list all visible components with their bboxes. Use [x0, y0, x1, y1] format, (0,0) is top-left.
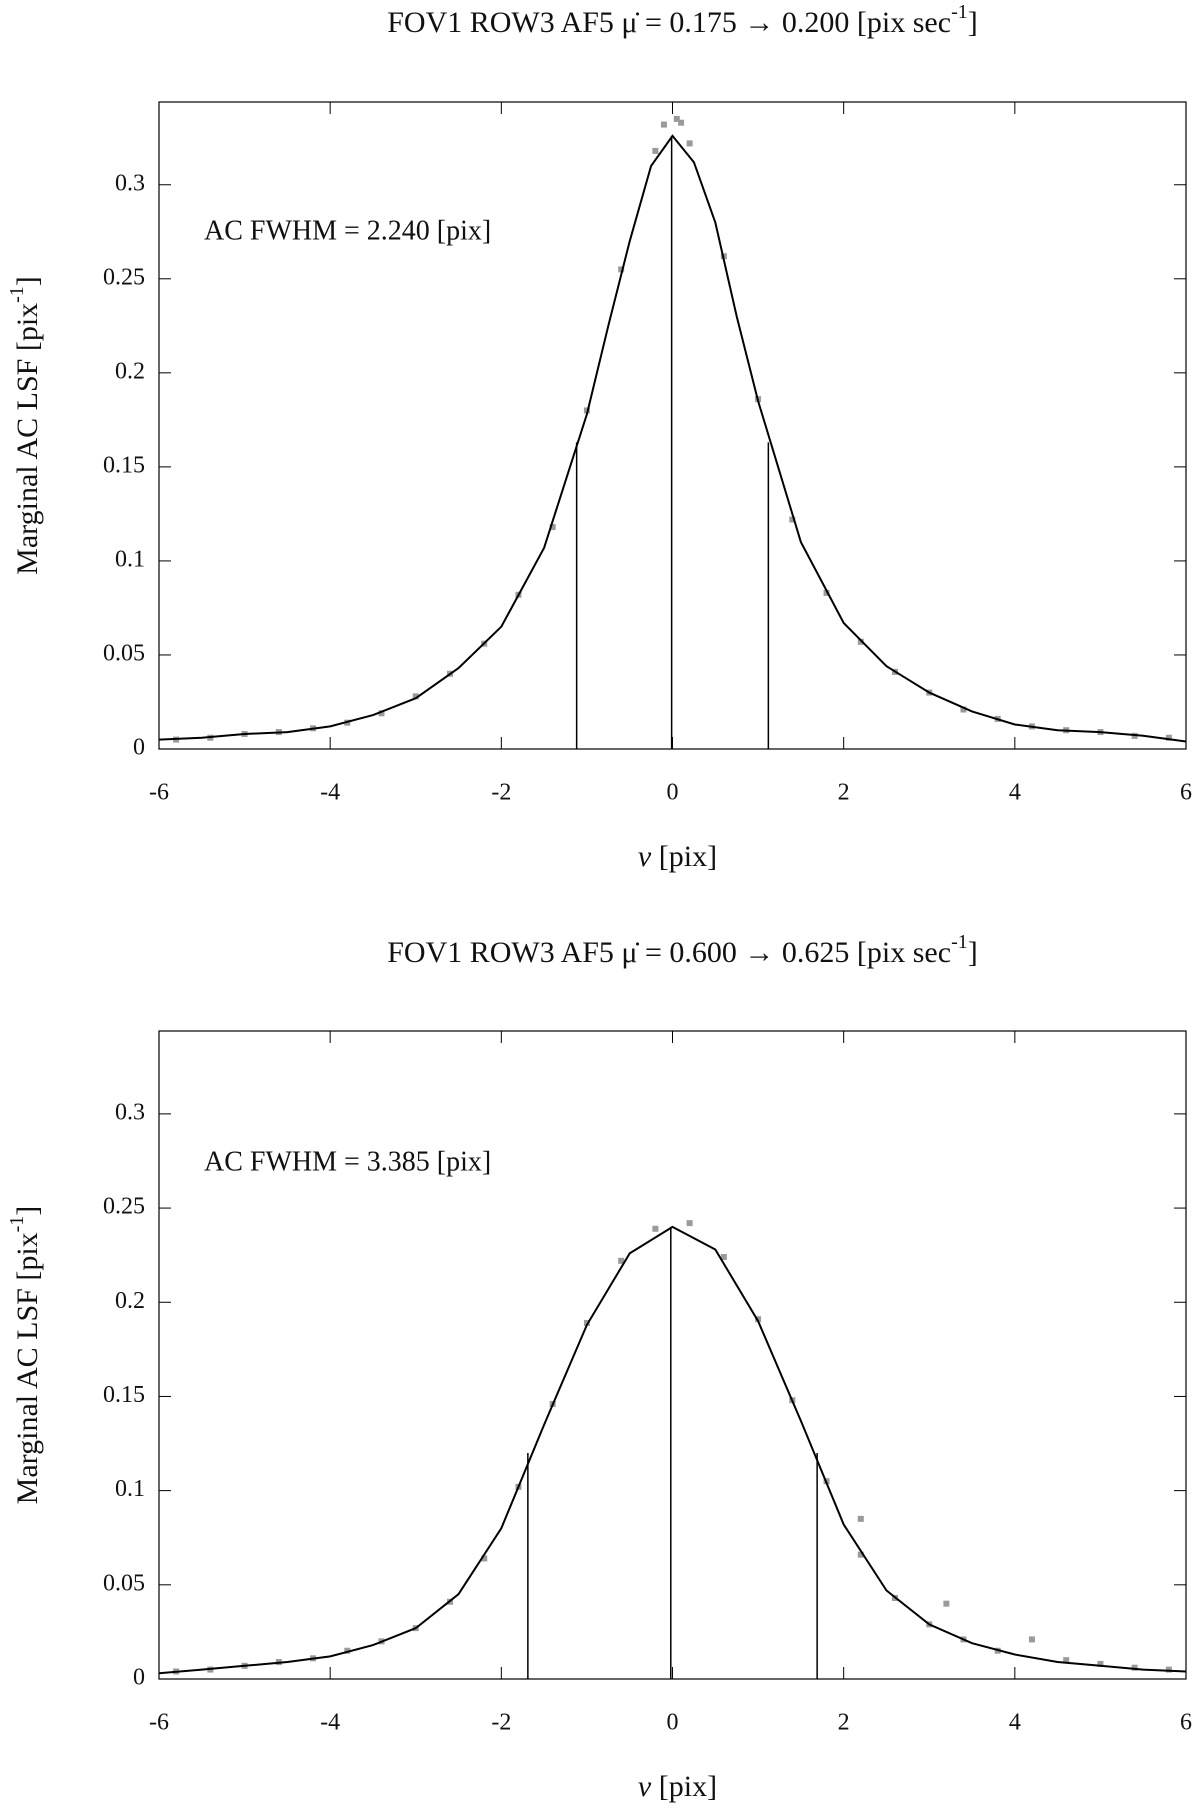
- y-tick-label: 0.05: [103, 1570, 145, 1596]
- fit-curve: [158, 1225, 1187, 1675]
- data-point: [618, 1257, 625, 1264]
- data-point: [412, 693, 419, 700]
- data-point: [660, 121, 667, 128]
- data-point: [1097, 1660, 1104, 1667]
- y-tick-label: 0.3: [115, 170, 145, 196]
- data-point: [1063, 1657, 1070, 1664]
- x-tick-label: -4: [320, 1710, 340, 1736]
- annotation: AC FWHM = 2.240 [pix]: [204, 215, 491, 246]
- x-axis-label-unit: [pix]: [651, 840, 717, 873]
- x-tick-label: 2: [838, 780, 850, 806]
- y-tick-label: 0.15: [103, 1382, 145, 1408]
- y-axis-label-text: ]: [11, 276, 44, 286]
- x-tick-label: 6: [1180, 780, 1192, 806]
- y-tick-label: 0.3: [115, 1099, 145, 1125]
- x-axis-label-unit: [pix]: [651, 1770, 717, 1803]
- title-superscript: -1: [951, 1, 968, 23]
- x-tick-label: 4: [1009, 1710, 1021, 1736]
- y-tick-label: 0.15: [103, 452, 145, 478]
- x-axis-label-var: v: [638, 840, 652, 873]
- x-axis-label-var: v: [638, 1770, 652, 1803]
- plot-frame: [158, 1030, 1187, 1680]
- x-tick-label: 4: [1009, 780, 1021, 806]
- data-point: [686, 140, 693, 147]
- y-axis-label-text: ]: [11, 1206, 44, 1216]
- chart-title: FOV1 ROW3 AF5 μ̇ = 0.175 → 0.200 [pix se…: [387, 1, 978, 39]
- data-point: [823, 589, 830, 596]
- title-text: ]: [968, 936, 978, 969]
- y-axis-label: Marginal AC LSF [pix-1]: [6, 1206, 44, 1505]
- title-text: FOV1 ROW3 AF5 μ̇ = 0.175 → 0.200 [pix se…: [387, 6, 951, 39]
- data-point: [673, 115, 680, 122]
- x-tick-label: -2: [491, 1710, 511, 1736]
- x-tick-label: -2: [491, 780, 511, 806]
- data-point: [652, 147, 659, 154]
- y-tick-label: 0.05: [103, 640, 145, 666]
- data-point: [678, 119, 685, 126]
- y-axis-label: Marginal AC LSF [pix-1]: [6, 276, 44, 575]
- y-tick-label: 0.25: [103, 1194, 145, 1220]
- y-axis-label-superscript: -1: [6, 286, 28, 303]
- x-axis-label: v [pix]: [638, 840, 717, 873]
- data-point: [857, 1515, 864, 1522]
- y-tick-label: 0.1: [115, 1476, 145, 1502]
- y-axis-label-superscript: -1: [6, 1216, 28, 1233]
- data-point: [652, 1225, 659, 1232]
- data-point: [720, 1254, 727, 1261]
- y-tick-label: 0: [133, 1665, 145, 1691]
- data-point: [549, 524, 556, 531]
- x-tick-label: -6: [149, 1710, 169, 1736]
- data-point: [1131, 1664, 1138, 1671]
- annotation: AC FWHM = 3.385 [pix]: [204, 1146, 491, 1177]
- data-point: [344, 1647, 351, 1654]
- title-superscript: -1: [951, 931, 968, 953]
- y-tick-label: 0.1: [115, 546, 145, 572]
- chart-title: FOV1 ROW3 AF5 μ̇ = 0.600 → 0.625 [pix se…: [387, 931, 978, 969]
- data-point: [1165, 734, 1172, 741]
- data-point: [943, 1600, 950, 1607]
- y-tick-label: 0.25: [103, 264, 145, 290]
- chart: FOV1 ROW3 AF5 μ̇ = 0.600 → 0.625 [pix se…: [6, 931, 1192, 1803]
- y-tick-label: 0: [133, 735, 145, 761]
- x-tick-label: 2: [838, 1710, 850, 1736]
- x-tick-label: -6: [149, 780, 169, 806]
- data-point: [481, 1555, 488, 1562]
- x-tick-label: 0: [667, 780, 679, 806]
- data-point: [960, 706, 967, 713]
- y-axis-label-text: Marginal AC LSF [pix: [11, 303, 44, 575]
- data-point: [378, 710, 385, 717]
- fit-curve: [158, 134, 1187, 743]
- data-point: [686, 1220, 693, 1227]
- title-text: ]: [968, 6, 978, 39]
- data-point: [857, 1551, 864, 1558]
- x-tick-label: 6: [1180, 1710, 1192, 1736]
- chart: FOV1 ROW3 AF5 μ̇ = 0.175 → 0.200 [pix se…: [6, 1, 1192, 873]
- data-point: [857, 638, 864, 645]
- data-point: [1165, 1666, 1172, 1673]
- title-text: FOV1 ROW3 AF5 μ̇ = 0.600 → 0.625 [pix se…: [387, 936, 951, 969]
- y-tick-label: 0.2: [115, 1288, 145, 1314]
- plot-frame: [158, 101, 1187, 750]
- data-point: [1028, 1636, 1035, 1643]
- x-axis-label: v [pix]: [638, 1770, 717, 1803]
- x-tick-label: 0: [667, 1710, 679, 1736]
- data-point: [618, 266, 625, 273]
- y-tick-label: 0.2: [115, 358, 145, 384]
- x-tick-label: -4: [320, 780, 340, 806]
- y-axis-label-text: Marginal AC LSF [pix: [11, 1232, 44, 1504]
- data-point: [789, 516, 796, 523]
